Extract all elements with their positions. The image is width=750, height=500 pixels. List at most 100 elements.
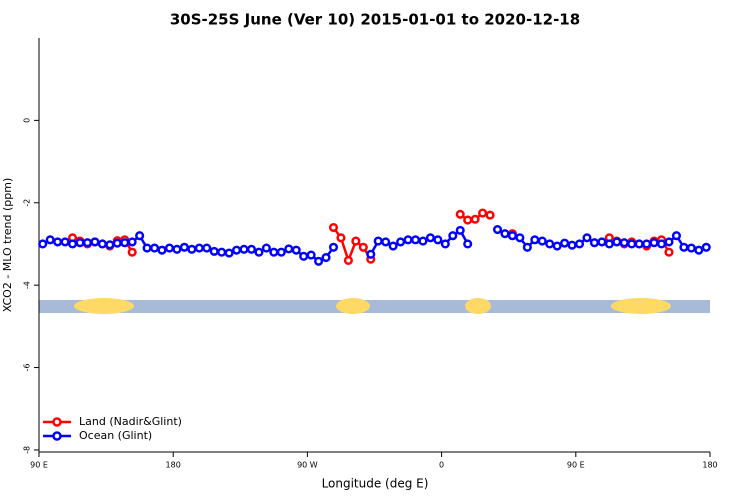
point [686,243,696,253]
point [470,214,480,224]
legend-marker [52,431,62,441]
point [351,236,361,246]
legend-label: Land (Nadir&Glint) [79,415,182,428]
point [142,243,152,253]
point [597,237,607,247]
point [433,235,443,245]
point [150,243,160,253]
point [582,233,592,243]
point [68,239,78,249]
x-tick-label: 90 W [297,461,318,470]
point [522,242,532,252]
point [664,237,674,247]
point [328,242,339,252]
point [53,237,63,247]
point [343,255,353,265]
point [246,244,257,254]
point [388,241,398,251]
point [358,242,368,252]
legend-label: Ocean (Glint) [79,429,152,442]
point [127,247,137,257]
x-tick-label: 90 E [567,461,585,470]
point [619,238,629,248]
point [515,233,525,243]
y-tick-label: -8 [23,446,32,454]
point [545,239,555,249]
x-axis-label: Longitude (deg E) [322,477,429,491]
point [97,239,107,249]
y-tick-label: -6 [23,364,32,372]
point [485,210,495,220]
point [381,237,391,247]
point [656,239,667,249]
point [552,241,562,251]
point [612,237,622,247]
point [284,244,294,254]
point [664,247,674,257]
point [105,240,115,250]
point [172,244,182,254]
point [455,209,465,219]
point [135,231,145,241]
point [90,237,100,247]
point [634,239,644,249]
point [627,239,637,249]
point [507,231,517,241]
point [194,243,204,253]
point [127,237,137,247]
x-tick-label: 180 [166,461,181,470]
point [328,222,339,233]
point [291,245,301,255]
point [396,237,406,247]
point [701,242,711,252]
point [164,243,175,253]
point [306,250,316,260]
y-tick-label: 0 [23,118,32,123]
point [604,239,614,249]
legend-marker [52,417,62,427]
y-axis-label: XCO2 - MLO trend (ppm) [1,178,14,313]
land-ocean-mask [39,298,710,314]
point [671,231,682,241]
x-tick-label: 90 E [30,461,48,470]
point [463,239,473,249]
point [254,247,264,257]
point [366,249,376,259]
point [492,225,503,235]
point [202,243,212,253]
point [500,229,510,239]
point [314,256,324,266]
point [455,225,465,235]
y-tick-label: -4 [23,281,32,289]
land-patch [611,298,671,314]
point [530,235,540,245]
point [112,238,122,248]
point [463,215,473,225]
point [60,237,70,247]
point [478,208,488,218]
point [679,242,689,252]
point [217,247,227,257]
point [336,233,346,243]
chart-title: 30S-25S June (Ver 10) 2015-01-01 to 2020… [170,11,580,29]
land-patch [74,298,134,314]
point [373,236,383,246]
point [403,235,413,245]
point [224,248,234,258]
point [410,235,421,245]
point [642,239,652,249]
point [448,231,458,241]
point [567,240,577,250]
point [82,238,93,248]
point [440,239,450,249]
point [75,238,85,248]
point [589,238,599,248]
point [560,238,570,248]
point [425,233,435,243]
point [187,244,197,254]
point [694,245,704,255]
point [239,244,249,254]
x-tick-label: 180 [702,461,717,470]
point [418,236,428,246]
